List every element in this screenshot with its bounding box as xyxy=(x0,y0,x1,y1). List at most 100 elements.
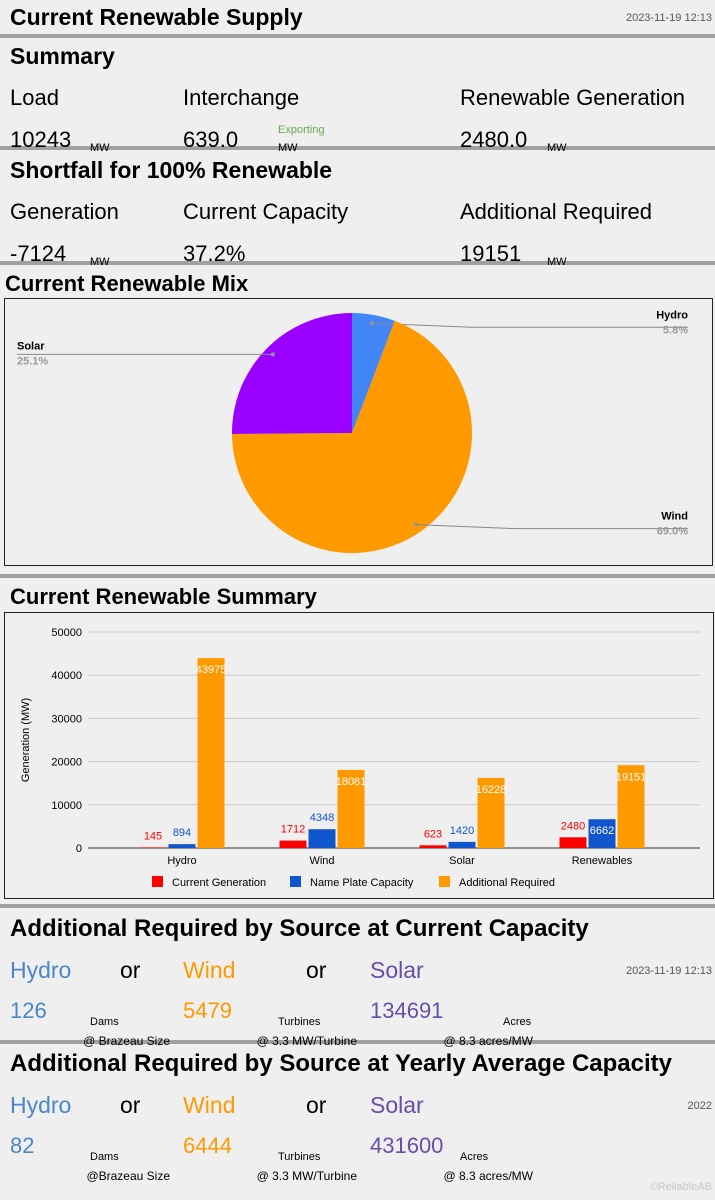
source-name: Wind xyxy=(183,1092,235,1118)
source-note: @Brazeau Size xyxy=(86,1169,170,1183)
slice-value: 25.1% xyxy=(17,355,48,367)
legend-swatch xyxy=(439,876,450,887)
bar-value-label: 2480 xyxy=(561,820,585,832)
legend-label: Current Generation xyxy=(172,877,266,889)
bar xyxy=(617,765,645,848)
timestamp: 2023-11-19 12:13 xyxy=(626,965,712,977)
stat-value: 2480.0 xyxy=(460,127,527,152)
source-note: @ 3.3 MW/Turbine xyxy=(257,1169,358,1183)
source-note: @ 3.3 MW/Turbine xyxy=(257,1034,358,1048)
legend-label: Additional Required xyxy=(459,877,555,889)
y-tick-label: 50000 xyxy=(51,627,82,639)
stat-unit: MW xyxy=(547,256,567,268)
pie-slice xyxy=(232,313,352,434)
separator-word: or xyxy=(120,1092,141,1118)
bar-value-label: 1712 xyxy=(281,824,305,836)
source-note: @ Brazeau Size xyxy=(83,1034,170,1048)
y-tick-label: 30000 xyxy=(51,713,82,725)
source-note: @ 8.3 acres/MW xyxy=(443,1169,533,1183)
stat-unit: MW xyxy=(90,256,110,268)
source-value: 82 xyxy=(10,1133,34,1158)
bar-value-label: 16228 xyxy=(476,784,507,796)
stat-label: Additional Required xyxy=(460,199,652,224)
slice-value: 69.0% xyxy=(657,526,688,538)
legend-label: Name Plate Capacity xyxy=(310,877,414,889)
separator-word: or xyxy=(120,957,141,983)
source-unit: Dams xyxy=(90,1151,119,1163)
bar-value-label: 145 xyxy=(144,830,162,842)
bar-value-label: 43975 xyxy=(196,664,227,676)
source-unit: Dams xyxy=(90,1016,119,1028)
source-note: @ 8.3 acres/MW xyxy=(443,1034,533,1048)
timestamp: 2022 xyxy=(688,1100,712,1112)
x-tick-label: Solar xyxy=(449,855,475,867)
chart-title: Current Renewable Summary xyxy=(10,584,318,609)
separator-word: or xyxy=(306,957,327,983)
source-value: 126 xyxy=(10,998,47,1023)
stat-label: Load xyxy=(10,85,59,110)
section-title: Additional Required by Source at Current… xyxy=(10,915,589,942)
slice-label: Solar xyxy=(17,340,45,352)
bar xyxy=(308,829,336,848)
y-tick-label: 10000 xyxy=(51,800,82,812)
page-title: Current Renewable Supply xyxy=(10,4,303,30)
source-value: 6444 xyxy=(183,1133,232,1158)
legend-swatch xyxy=(152,876,163,887)
watermark: ©ReliableAB xyxy=(649,1181,712,1193)
slice-value: 5.8% xyxy=(663,324,688,336)
section-title: Additional Required by Source at Yearly … xyxy=(10,1050,673,1077)
bar xyxy=(477,777,505,848)
y-tick-label: 20000 xyxy=(51,757,82,769)
section-title: Shortfall for 100% Renewable xyxy=(10,157,332,183)
bar xyxy=(448,841,476,848)
source-value: 431600 xyxy=(370,1133,443,1158)
bar-value-label: 18081 xyxy=(336,776,367,788)
stat-unit: MW xyxy=(90,142,110,154)
stat-label: Interchange xyxy=(183,85,299,110)
source-name: Hydro xyxy=(10,1092,71,1118)
bar-value-label: 4348 xyxy=(310,812,334,824)
bar xyxy=(139,847,167,848)
bar xyxy=(337,769,365,848)
bar xyxy=(559,837,587,848)
separator xyxy=(0,904,715,908)
bar xyxy=(419,845,447,848)
stat-value: 639.0 xyxy=(183,127,238,152)
separator xyxy=(0,574,715,578)
source-unit: Acres xyxy=(460,1151,489,1163)
separator xyxy=(0,1040,715,1044)
bar-value-label: 19151 xyxy=(616,771,647,783)
bar xyxy=(168,844,196,848)
separator-word: or xyxy=(306,1092,327,1118)
source-name: Solar xyxy=(370,957,424,983)
stat-value: -7124 xyxy=(10,241,66,266)
stat-unit: MW xyxy=(547,142,567,154)
section-title: Summary xyxy=(10,43,115,69)
stat-unit: MW xyxy=(278,142,298,154)
bar xyxy=(197,658,225,848)
stat-value: 37.2% xyxy=(183,241,245,266)
source-unit: Turbines xyxy=(278,1151,321,1163)
stat-label: Renewable Generation xyxy=(460,85,685,110)
slice-label: Wind xyxy=(661,511,688,523)
source-name: Wind xyxy=(183,957,235,983)
y-tick-label: 40000 xyxy=(51,670,82,682)
stat-value: 10243 xyxy=(10,127,71,152)
pie-frame xyxy=(4,298,713,566)
stat-value: 19151 xyxy=(460,241,521,266)
leader-line xyxy=(372,322,688,328)
source-unit: Turbines xyxy=(278,1016,321,1028)
y-axis-label: Generation (MW) xyxy=(20,698,32,782)
x-tick-label: Wind xyxy=(309,855,334,867)
source-unit: Acres xyxy=(503,1016,532,1028)
leader-line xyxy=(415,524,688,530)
stat-label: Current Capacity xyxy=(183,199,348,224)
pie-slice xyxy=(232,320,472,553)
slice-label: Hydro xyxy=(656,309,688,321)
timestamp: 2023-11-19 12:13 xyxy=(626,12,712,24)
x-tick-label: Renewables xyxy=(572,855,633,867)
bar xyxy=(279,840,307,848)
y-tick-label: 0 xyxy=(76,843,82,855)
